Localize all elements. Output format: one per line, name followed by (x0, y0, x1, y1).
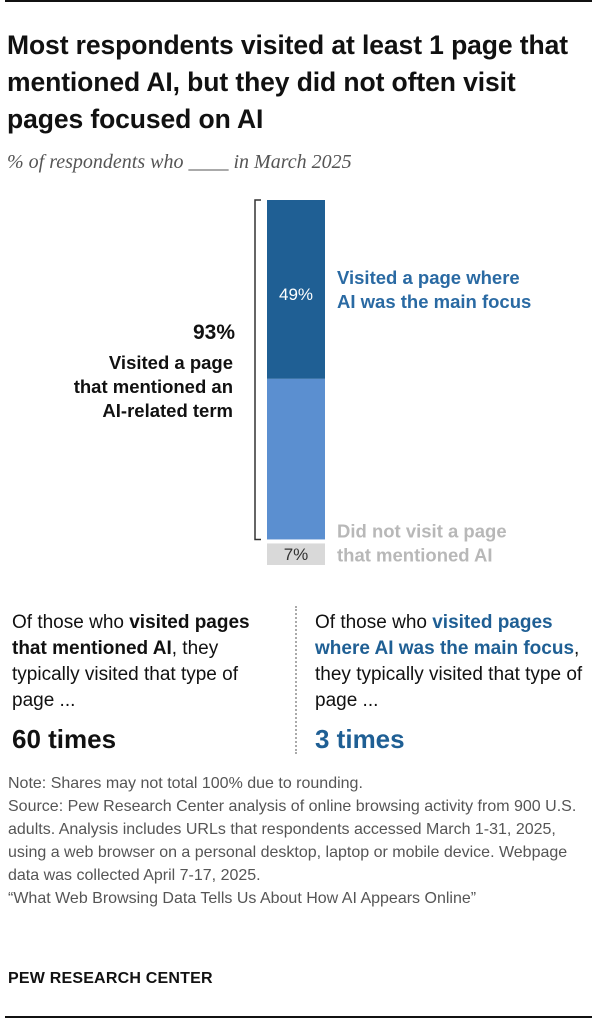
bar-value-label: 49% (279, 285, 313, 304)
left-panel-stat: 60 times (12, 724, 117, 754)
source-line: Source: Pew Research Center analysis of … (8, 798, 577, 884)
note-line: Note: Shares may not total 100% due to r… (8, 775, 363, 792)
right-panel-text-after: , they typically visited that type of pa… (315, 638, 583, 711)
bracket-line (254, 199, 261, 541)
bracket-label: Visited a page that mentioned an AI-relate… (74, 352, 233, 421)
panel-divider (295, 606, 297, 754)
right-panel-text-bold: visited pages where AI was the main focu… (315, 612, 575, 659)
right-panel-text-before: Of those who (315, 612, 433, 633)
bracket-value-label: 93% (193, 321, 235, 344)
bar-value-label: 7% (284, 545, 309, 564)
bracket (254, 199, 261, 541)
right-panel-stat: 3 times (315, 724, 405, 754)
stacked-bar (267, 200, 325, 565)
top-rule (5, 0, 592, 2)
bottom-rule (5, 1016, 592, 1018)
segment-label: Did not visit a page that mentioned AI (337, 520, 507, 565)
chart-title: Most respondents visited at least 1 page… (7, 30, 568, 134)
left-panel-text-after: , they typically visited that type of pa… (12, 638, 238, 711)
left-panel-text-before: Of those who (12, 612, 130, 633)
left-panel-text-bold: visited pages that mentioned AI (12, 612, 250, 659)
left-panel-text: Of those who visited pages that mentione… (12, 610, 282, 714)
bar-segment (267, 543, 325, 565)
bar-segment (267, 200, 325, 379)
brand-name: PEW RESEARCH CENTER (8, 970, 213, 987)
bar-segment (267, 378, 325, 540)
stacked-bar-chart: 49% Visited a page where AI was the main f… (74, 199, 532, 565)
notes: Note: Shares may not total 100% due to r… (8, 772, 593, 910)
right-panel-text: Of those who visited pages where AI was … (315, 610, 585, 714)
report-title-line: “What Web Browsing Data Tells Us About H… (8, 890, 477, 907)
chart-subtitle: % of respondents who ____ in March 2025 (7, 151, 352, 173)
chart-labels: 49% Visited a page where AI was the main f… (74, 267, 532, 565)
segment-label: Visited a page where AI was the main focu… (337, 267, 531, 312)
